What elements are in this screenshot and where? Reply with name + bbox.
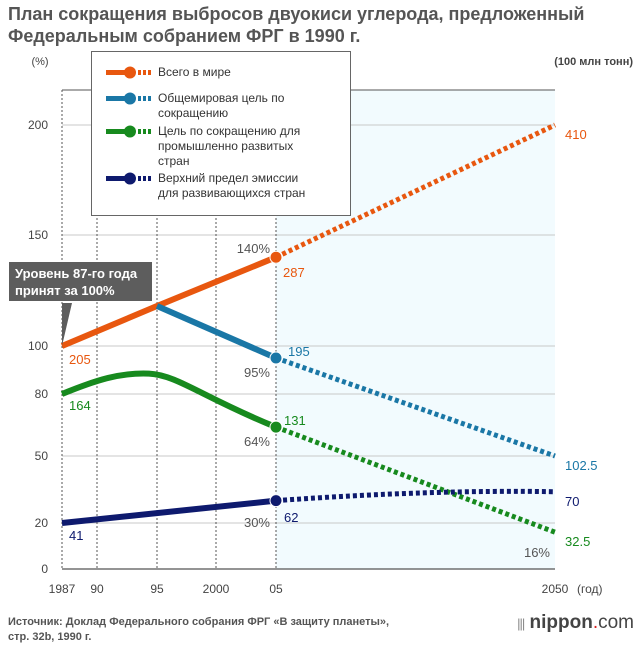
pct-developing-2005: 30% <box>244 515 270 530</box>
legend-swatch-global-target <box>106 91 158 105</box>
x-tick-label: 2050 <box>542 582 569 596</box>
label-industrial-2050: 32.5 <box>565 534 590 549</box>
legend-label: сокращению <box>158 106 229 120</box>
y-tick-label: 20 <box>35 516 49 530</box>
series-marker-global-target <box>269 351 283 365</box>
label-global-2050: 102.5 <box>565 458 598 473</box>
y-axis-unit-right: (100 млн тонн) <box>554 56 633 68</box>
series-projection-global-target <box>275 355 556 459</box>
baseline-callout: Уровень 87-го года принят за 100% <box>9 262 152 301</box>
series-line-industrial <box>60 370 278 430</box>
legend-item-industrial: Цель по сокращению для промышленно развит… <box>106 124 300 169</box>
series-projection-world <box>274 122 557 260</box>
y-tick-label: 50 <box>35 449 49 463</box>
legend-swatch-graphic <box>106 66 151 79</box>
label-world-1987: 205 <box>69 352 91 367</box>
legend: Всего в мире Общемировая цель по сокращен… <box>91 51 351 216</box>
legend-swatch-developing <box>106 171 158 185</box>
series-line-developing <box>61 497 277 526</box>
y-tick-label: 100 <box>28 339 48 353</box>
series-marker-world <box>269 250 283 264</box>
legend-swatch-graphic <box>106 125 151 138</box>
title-line-1: План сокращения выбросов двуокиси углеро… <box>8 4 585 24</box>
y-tick-label: 200 <box>28 118 48 132</box>
x-tick-label: 95 <box>150 582 164 596</box>
legend-label: Всего в мире <box>158 65 231 79</box>
logo-dot: . <box>592 612 599 633</box>
chart-title: План сокращения выбросов двуокиси углеро… <box>8 3 584 47</box>
label-developing-2050: 70 <box>565 494 579 509</box>
legend-label: Верхний предел эмиссии <box>158 171 299 185</box>
legend-label: Общемировая цель по <box>158 91 285 105</box>
pct-industrial-2005: 64% <box>244 434 270 449</box>
nippon-logo[interactable]: ||| nippon.com <box>517 612 634 634</box>
series-marker-industrial <box>269 420 283 434</box>
label-global-2005: 195 <box>288 344 310 359</box>
logo-name: nippon <box>529 612 593 633</box>
series-marker-developing <box>269 494 283 508</box>
label-industrial-1987: 164 <box>69 398 91 413</box>
y-axis-unit-left: (%) <box>31 56 48 68</box>
x-tick-label: 05 <box>269 582 283 596</box>
title-line-2: Федеральным собранием ФРГ в 1990 г. <box>8 26 361 46</box>
label-world-2050: 410 <box>565 127 587 142</box>
label-industrial-2005: 131 <box>284 413 306 428</box>
legend-label: стран <box>158 154 190 168</box>
callout-line-2: принят за 100% <box>15 283 115 298</box>
legend-swatch-graphic <box>106 172 151 185</box>
y-tick-label: 0 <box>41 562 48 576</box>
legend-item-world: Всего в мире <box>106 65 231 80</box>
legend-label: для развивающихся стран <box>158 186 306 200</box>
x-tick-label: 1987 <box>49 582 76 596</box>
x-tick-label: 90 <box>90 582 104 596</box>
logo-bars-icon: ||| <box>517 616 525 631</box>
y-tick-label: 150 <box>28 228 48 242</box>
pct-global-2005: 95% <box>244 365 270 380</box>
source-line-2: стр. 32b, 1990 г. <box>8 631 92 643</box>
y-tick-label: 80 <box>35 387 49 401</box>
source-line-1: Источник: Доклад Федерального собрания Ф… <box>8 616 390 628</box>
source-note: Источник: Доклад Федерального собрания Ф… <box>8 615 389 645</box>
legend-label: промышленно развитых <box>158 139 294 153</box>
label-developing-2005: 62 <box>284 510 298 525</box>
label-developing-1987: 41 <box>69 528 83 543</box>
x-tick-label: 2000 <box>203 582 230 596</box>
pct-world-2005: 140% <box>237 241 271 256</box>
series-projection-developing <box>275 488 556 504</box>
legend-swatch-world <box>106 65 158 79</box>
callout-line-1: Уровень 87-го года <box>15 266 138 281</box>
series-projection-industrial <box>275 424 556 535</box>
callout-pointer <box>62 303 72 346</box>
legend-swatch-industrial <box>106 124 158 138</box>
legend-label: Цель по сокращению для <box>158 124 301 138</box>
logo-tld: com <box>598 612 634 633</box>
legend-item-developing: Верхний предел эмиссии для развивающихся … <box>106 171 305 201</box>
x-axis-unit: (год) <box>577 582 603 596</box>
label-world-2005: 287 <box>283 265 305 280</box>
pct-industrial-2050: 16% <box>524 545 550 560</box>
legend-item-global-target: Общемировая цель по сокращению <box>106 91 284 121</box>
legend-swatch-graphic <box>106 92 151 105</box>
series-line-global-target <box>155 303 278 361</box>
